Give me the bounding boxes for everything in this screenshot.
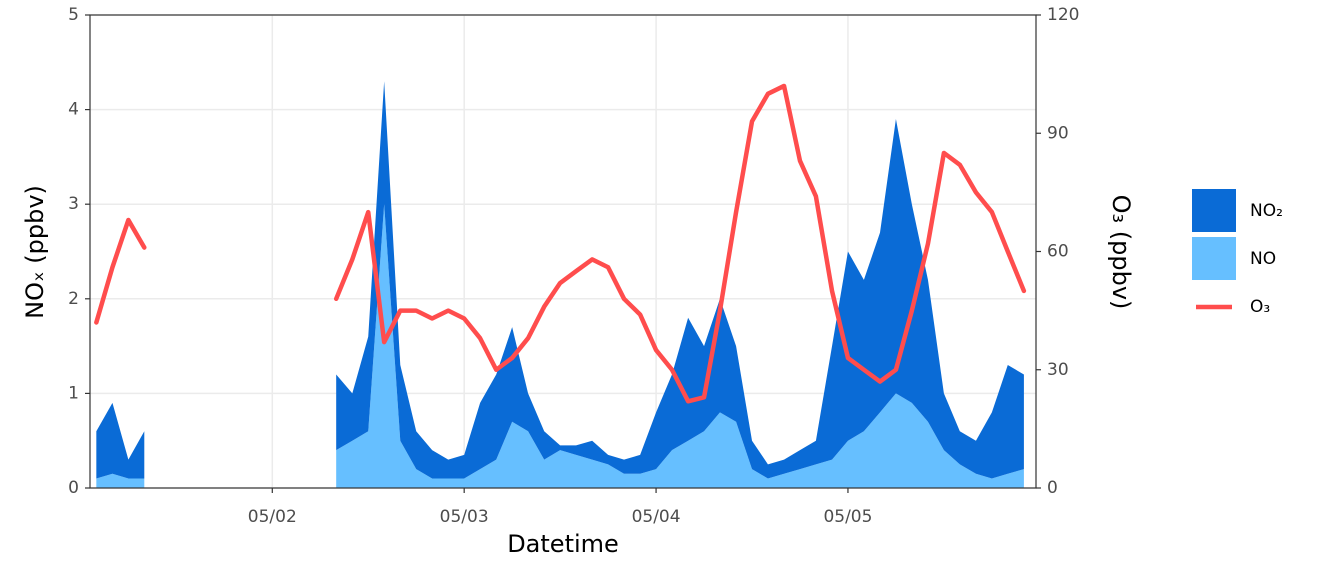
legend-label: O₃ — [1250, 297, 1270, 317]
y-tick-label: 3 — [68, 194, 79, 214]
line — [333, 83, 1027, 404]
y2-tick-label: 120 — [1047, 5, 1079, 25]
legend-label: NO₂ — [1250, 201, 1283, 221]
x-tick-label: 05/05 — [823, 507, 872, 527]
area — [96, 402, 145, 479]
legend-swatch — [1192, 189, 1236, 232]
y2-tick-label: 90 — [1047, 123, 1069, 143]
y-tick-label: 0 — [68, 478, 79, 498]
y-axis-title: NOₓ (ppbv) — [21, 185, 49, 319]
x-tick-label: 05/03 — [440, 507, 489, 527]
y-tick-label: 5 — [68, 5, 79, 25]
legend-label: NO — [1250, 249, 1276, 269]
y-tick-label: 1 — [68, 383, 79, 403]
x-axis-title: Datetime — [507, 530, 619, 558]
y2-tick-label: 0 — [1047, 478, 1058, 498]
marks — [94, 81, 1027, 488]
y-tick-label: 4 — [68, 100, 79, 120]
area — [96, 473, 145, 488]
y2-tick-label: 30 — [1047, 360, 1069, 380]
legend-swatch — [1192, 237, 1236, 280]
y2-tick-label: 60 — [1047, 242, 1069, 262]
legend: NO₂ NO O₃ — [1192, 189, 1283, 317]
area — [336, 204, 1024, 488]
line — [94, 217, 147, 325]
x-tick-label: 05/02 — [248, 507, 297, 527]
y-tick-label: 2 — [68, 289, 79, 309]
y2-axis-title: O₃ (ppbv) — [1107, 195, 1135, 310]
x-tick-label: 05/04 — [632, 507, 681, 527]
area — [336, 81, 1024, 479]
